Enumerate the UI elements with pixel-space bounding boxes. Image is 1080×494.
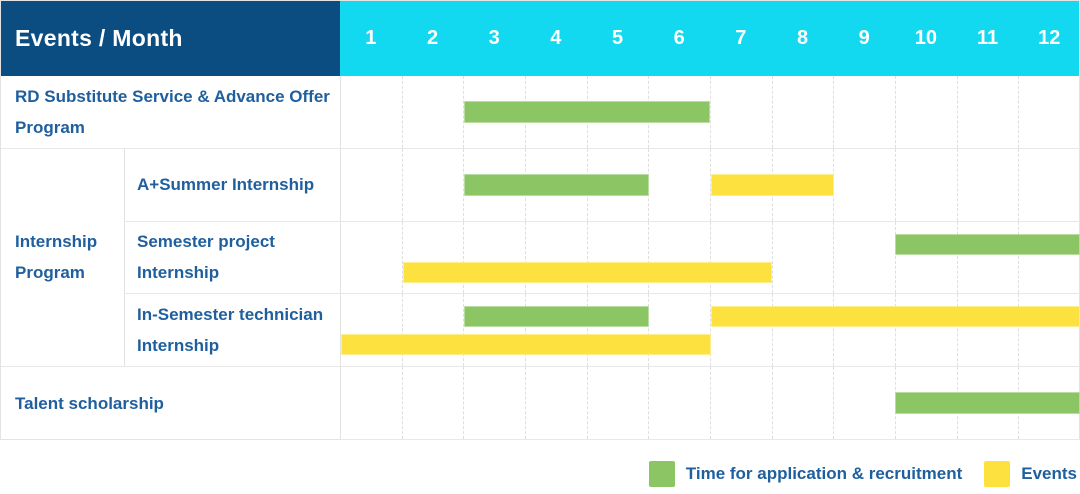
month-gridline [1019,76,1080,148]
month-gridline [773,367,835,439]
row-label-a-plus-summer: A+Summer Internship [124,148,340,222]
month-header-row: 1 2 3 4 5 6 7 8 9 10 11 12 [340,0,1080,76]
month-gridline [896,221,958,294]
month-gridline [588,367,650,439]
yellow-swatch-icon [984,461,1011,487]
month-gridline [649,367,712,439]
month-gridlines [341,294,1080,367]
month-gridline [711,367,773,439]
month-header-cell: 9 [858,26,870,49]
month-gridline [773,148,835,221]
month-gridline [526,294,588,367]
row-label-in-semester-technician: In-Semester technician Internship [124,294,340,368]
month-gridline [834,148,897,221]
gantt-bar-recruitment [895,392,1080,415]
month-gridline [403,148,465,221]
gantt-bar-events [710,306,1080,328]
month-gridline [711,76,773,148]
chart-row-3 [340,294,1080,368]
month-gridline [958,76,1020,148]
month-gridline [834,294,897,367]
month-gridline [341,221,403,294]
chart-row-2 [340,221,1080,295]
gantt-bar-recruitment [464,306,649,328]
month-gridline [958,294,1020,367]
month-gridline [1019,149,1080,221]
legend: Time for application & recruitment Event… [648,461,1077,487]
group-label-internship-program: Internship Program [0,149,124,368]
month-gridline [464,367,527,439]
month-gridline [464,294,527,367]
month-header-cell: 11 [976,26,999,49]
month-header-cell: 3 [488,26,500,49]
month-gridline [1019,294,1080,366]
month-gridline [1019,222,1080,294]
gantt-bar-events [341,334,711,356]
month-gridline [958,148,1020,221]
events-month-label: Events / Month [15,24,183,51]
month-gridline [588,294,650,367]
month-header-cell: 5 [611,26,624,49]
month-header-cell: 12 [1038,26,1061,49]
legend-item-events: Events [984,461,1077,487]
month-gridlines [341,221,1080,294]
month-header-cell: 8 [796,26,809,49]
month-gridline [649,294,712,367]
month-header-cell: 4 [550,26,562,49]
month-gridline [711,221,773,294]
month-gridline [341,294,403,367]
gantt-bar-recruitment [464,173,649,196]
month-gridline [588,221,650,294]
month-gridline [834,76,897,148]
gantt-bar-recruitment [895,233,1080,255]
gantt-bar-events [710,173,834,196]
month-gridline [526,367,588,439]
month-gridline [403,76,465,148]
month-header-cell: 10 [914,26,937,49]
month-gridline [341,76,403,148]
gantt-table: Events / Month 1 2 3 4 5 6 7 8 9 10 11 1… [0,0,1080,440]
month-gridline [958,221,1020,294]
row-label-rd-substitute: RD Substitute Service & Advance Offer Pr… [0,76,340,149]
month-gridline [403,367,465,439]
month-gridline [896,76,958,148]
month-gridline [649,221,712,294]
legend-item-recruitment: Time for application & recruitment [648,461,963,487]
row-label-semester-project: Semester project Internship [124,221,340,295]
month-gridline [464,221,527,294]
legend-label-recruitment: Time for application & recruitment [685,464,963,483]
gantt-bar-events [402,261,773,283]
green-swatch-icon [648,461,675,487]
month-gridline [403,221,465,294]
month-gridline [341,367,403,439]
month-gridline [896,148,958,221]
month-gridline [403,294,465,367]
month-gridline [773,294,835,367]
chart-row-1 [340,148,1080,222]
month-header-cell: 6 [673,26,685,49]
chart-row-0 [340,76,1080,149]
month-gridline [526,221,588,294]
month-header-cell: 1 [365,26,377,49]
month-gridline [711,294,773,367]
table-header-title: Events / Month [0,0,340,76]
month-gridlines [341,76,1080,148]
legend-label-events: Events [1021,464,1077,483]
gantt-bar-recruitment [464,100,711,123]
month-gridline [649,76,712,148]
row-label-talent-scholarship: Talent scholarship [0,367,340,440]
month-gridline [649,148,712,221]
month-gridline [773,76,835,148]
chart-row-4 [340,367,1080,440]
month-header-cell: 2 [426,26,439,49]
month-gridline [834,221,897,294]
month-gridline [896,294,958,367]
month-gridline [341,148,403,221]
month-gridline [834,367,897,439]
month-gridline [773,221,835,294]
month-header-cell: 7 [735,26,747,49]
